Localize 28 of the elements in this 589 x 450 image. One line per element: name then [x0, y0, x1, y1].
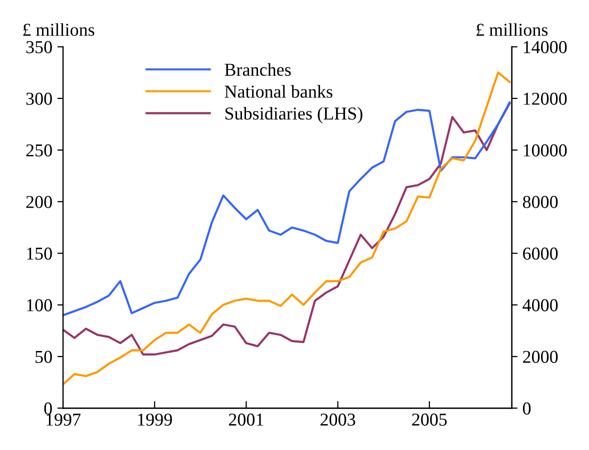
legend-label: Branches — [224, 63, 291, 76]
x-tick-label: 2001 — [228, 414, 264, 426]
y2-tick-label: 0 — [522, 402, 531, 415]
x-tick-label: 1999 — [138, 414, 172, 426]
y2-tick-label: 14000 — [524, 41, 567, 54]
y-tick-label: 250 — [26, 144, 52, 156]
line-series — [63, 102, 511, 316]
y-tick-label: 300 — [26, 92, 52, 105]
y2-tick-label: 4000 — [522, 299, 558, 312]
y-tick-label: 50 — [36, 350, 52, 363]
x-tick-label: 2003 — [320, 414, 356, 426]
y-tick-label: 0 — [44, 402, 52, 415]
y2-tick-label: 8000 — [522, 196, 558, 208]
y-tick-label: 350 — [26, 41, 52, 54]
y2-tick-label: 6000 — [523, 248, 558, 260]
legend-label: Subsidiaries (LHS) — [225, 106, 362, 124]
y2-axis-title: £ millions — [476, 23, 548, 36]
line-series — [63, 102, 511, 356]
y-axis-title: £ millions — [23, 23, 94, 36]
y2-tick-label: 12000 — [524, 92, 567, 105]
y-tick-label: 150 — [27, 248, 52, 260]
y-tick-label: 100 — [27, 299, 52, 312]
x-tick-label: 1997 — [46, 414, 81, 426]
y2-tick-label: 10000 — [524, 144, 567, 156]
y-tick-label: 200 — [26, 196, 52, 208]
x-tick-label: 2005 — [412, 414, 447, 426]
y2-tick-label: 2000 — [523, 350, 558, 363]
legend-label: National banks — [224, 85, 332, 98]
